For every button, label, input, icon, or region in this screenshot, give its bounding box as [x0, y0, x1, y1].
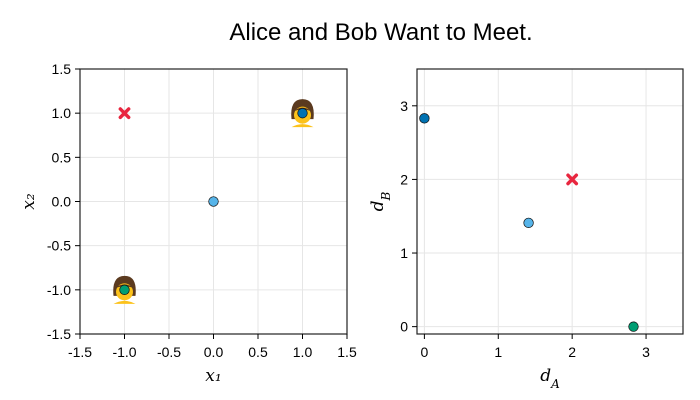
x-tick-label: 0.5 [248, 344, 268, 360]
y-tick-label: 2 [400, 171, 408, 187]
y-tick-label: 1.0 [52, 105, 72, 121]
x-tick-label: 0 [420, 344, 428, 360]
data-point [208, 196, 219, 207]
right-scatter-panel: 0 1 2 3 0 1 2 3 dA dB [368, 68, 684, 391]
x-tick-label: 1.5 [337, 344, 357, 360]
point-marker [119, 284, 130, 295]
y-tick-label: 0 [400, 319, 408, 335]
person-shoulders [291, 124, 314, 128]
y-tick-label: 1.5 [52, 61, 72, 77]
y-tick-label: 1 [400, 245, 408, 261]
y-tick-label: -0.5 [47, 238, 71, 254]
x-cross-stroke [118, 107, 131, 120]
y-axis-label: x₂ [19, 193, 39, 210]
x-axis-label: x₁ [205, 366, 221, 386]
point-marker [297, 108, 308, 119]
x-tick-label: -1.0 [112, 344, 136, 360]
x-tick-label: 0.0 [204, 344, 224, 360]
person-icon [291, 99, 314, 128]
x-tick-label: 1.0 [293, 344, 313, 360]
x-cross-stroke [566, 173, 579, 186]
y-axis-label: dB [368, 191, 393, 211]
x-cross-icon [118, 107, 131, 120]
y-tick-label: 0.0 [52, 194, 72, 210]
data-point [419, 113, 430, 124]
x-tick-label: -0.5 [157, 344, 181, 360]
x-tick-label: 2 [568, 344, 576, 360]
x-cross-icon [566, 173, 579, 186]
y-tick-label: -1.0 [47, 282, 71, 298]
y-tick-label: -1.5 [47, 326, 71, 342]
left-scatter-panel: -1.5 -1.0 -0.5 0.0 0.5 1.0 1.5 -1.5 -1.0 -0.5 0.0 0… [19, 61, 357, 386]
y-tick-label: 3 [400, 98, 408, 114]
y-tick-label: 0.5 [52, 149, 72, 165]
person-icon [113, 275, 136, 304]
x-tick-label: 1 [494, 344, 502, 360]
plot-frame [416, 68, 684, 335]
data-point [628, 321, 639, 332]
x-axis-label: dA [540, 366, 560, 391]
chart-title: Alice and Bob Want to Meet. [229, 19, 532, 46]
person-shoulders [113, 300, 136, 304]
x-tick-label: -1.5 [68, 344, 92, 360]
data-point [523, 217, 534, 228]
x-tick-label: 3 [642, 344, 650, 360]
